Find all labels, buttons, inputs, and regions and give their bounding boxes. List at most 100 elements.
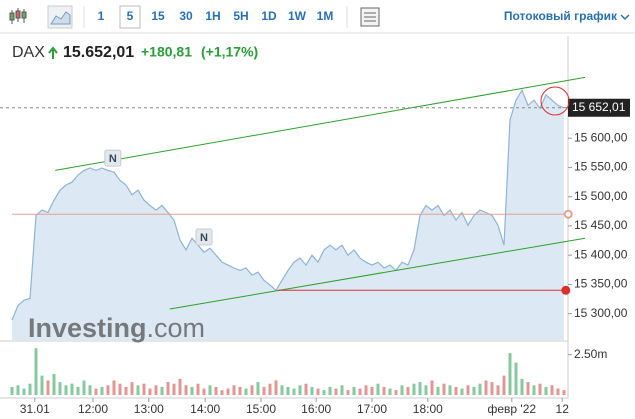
volume-bar <box>22 388 26 395</box>
line-handle <box>563 209 573 219</box>
volume-bar <box>460 388 464 395</box>
volume-bar <box>406 386 410 395</box>
interval-button[interactable]: 5 <box>127 9 134 23</box>
volume-bar <box>382 386 386 395</box>
volume-bar <box>520 378 524 395</box>
x-tick-label: 12 <box>556 402 570 416</box>
volume-bar <box>118 383 122 395</box>
volume-bar <box>208 385 212 395</box>
volume-bar <box>244 388 248 395</box>
line-handle <box>561 285 571 295</box>
volume-bar <box>280 385 284 395</box>
interval-button[interactable]: 1M <box>317 9 334 23</box>
volume-bar <box>358 388 362 395</box>
volume-bar <box>238 386 242 395</box>
x-tick-label: 31.01 <box>20 402 50 416</box>
volume-bar <box>370 386 374 395</box>
volume-bar <box>10 386 14 395</box>
x-tick-label: 15:00 <box>246 402 276 416</box>
y-tick-label: 15 600,00 <box>574 130 628 144</box>
highlight-circle <box>540 86 570 116</box>
volume-bar <box>544 386 548 395</box>
volume-bar <box>130 382 134 395</box>
volume-bar <box>328 386 332 395</box>
price-line <box>11 88 565 321</box>
candles-icon[interactable] <box>9 8 27 24</box>
plot: 15 300,00 15 350,00 15 400,00 15 450,00 15 5… <box>0 36 630 416</box>
watermark-brand: Investing <box>28 313 147 343</box>
interval-button[interactable]: 15 <box>151 9 165 23</box>
news-marker-label: N <box>109 153 117 165</box>
x-tick-label: 18:00 <box>413 402 443 416</box>
volume-bar <box>160 386 164 395</box>
volume-bar <box>52 374 56 395</box>
news-marker <box>104 149 122 167</box>
volume-bar <box>76 386 80 395</box>
volume-bar <box>106 385 110 395</box>
volume-bar <box>196 383 200 395</box>
stream-chart-link[interactable]: Потоковый график <box>504 9 618 23</box>
quote-header: DAX 15.652,01 +180,81 (+1,17%) <box>12 44 258 62</box>
volume-bar <box>340 385 344 395</box>
volume-bar <box>88 385 92 395</box>
volume-bar <box>532 385 536 395</box>
volume-bar <box>514 362 518 395</box>
volume-bar <box>166 382 170 395</box>
volume-bar <box>94 388 98 395</box>
symbol: DAX <box>12 44 45 61</box>
up-arrow <box>48 46 58 59</box>
watermark: Investing.com <box>28 313 205 343</box>
volume-bar <box>142 383 146 395</box>
volume-bar <box>430 380 434 395</box>
volume-bar <box>178 378 182 395</box>
volume-bar <box>58 382 62 395</box>
volume-bar <box>136 385 140 395</box>
volume-bar <box>310 386 314 395</box>
interval-button[interactable]: 1W <box>288 9 307 23</box>
volume-bar <box>220 390 224 395</box>
x-tick-label: 17:00 <box>357 402 387 416</box>
news-marker-label: N <box>200 232 208 244</box>
volume-bar <box>304 383 308 395</box>
volume-bar <box>100 386 104 395</box>
volume-bar <box>400 385 404 395</box>
volume-bar <box>40 375 44 395</box>
volume-bar <box>418 382 422 395</box>
volume-bar <box>28 383 32 395</box>
volume-bar <box>112 380 116 395</box>
last-price-label: 15 652,01 <box>572 100 626 114</box>
y2-tick-label: 2.50m <box>574 347 607 361</box>
interval-button[interactable]: 1H <box>205 9 220 23</box>
volume-bar <box>154 385 158 395</box>
interval-button[interactable]: 1D <box>261 9 277 23</box>
x-tick-label: 12:00 <box>78 402 108 416</box>
volume-bar <box>466 385 470 395</box>
volume-bar <box>412 383 416 395</box>
volume-bar <box>484 380 488 395</box>
volume-bar <box>298 385 302 395</box>
volume-bar <box>322 390 326 395</box>
interval-button[interactable]: 30 <box>179 9 193 23</box>
volume-bar <box>286 386 290 395</box>
interval-button[interactable]: 1 <box>98 9 105 23</box>
change-percent: (+1,17%) <box>201 44 258 60</box>
interval-button[interactable]: 5H <box>233 9 248 23</box>
trend-line <box>55 76 586 171</box>
volume-bar <box>172 383 176 395</box>
volume-bar <box>526 382 530 395</box>
volume-bar <box>292 388 296 395</box>
volume-bar <box>190 386 194 395</box>
volume-bar <box>436 386 440 395</box>
volume-bar <box>268 383 272 395</box>
volume-bar <box>316 388 320 395</box>
volume-bar <box>64 385 68 395</box>
volume-bar <box>262 386 266 395</box>
table-icon[interactable] <box>360 7 380 27</box>
area-icon-shape <box>50 11 71 25</box>
volume-bar <box>226 388 230 395</box>
volume-bar <box>376 383 380 395</box>
volume-bar <box>148 388 152 395</box>
volume-bar <box>550 385 554 395</box>
volume-bar <box>70 383 74 395</box>
